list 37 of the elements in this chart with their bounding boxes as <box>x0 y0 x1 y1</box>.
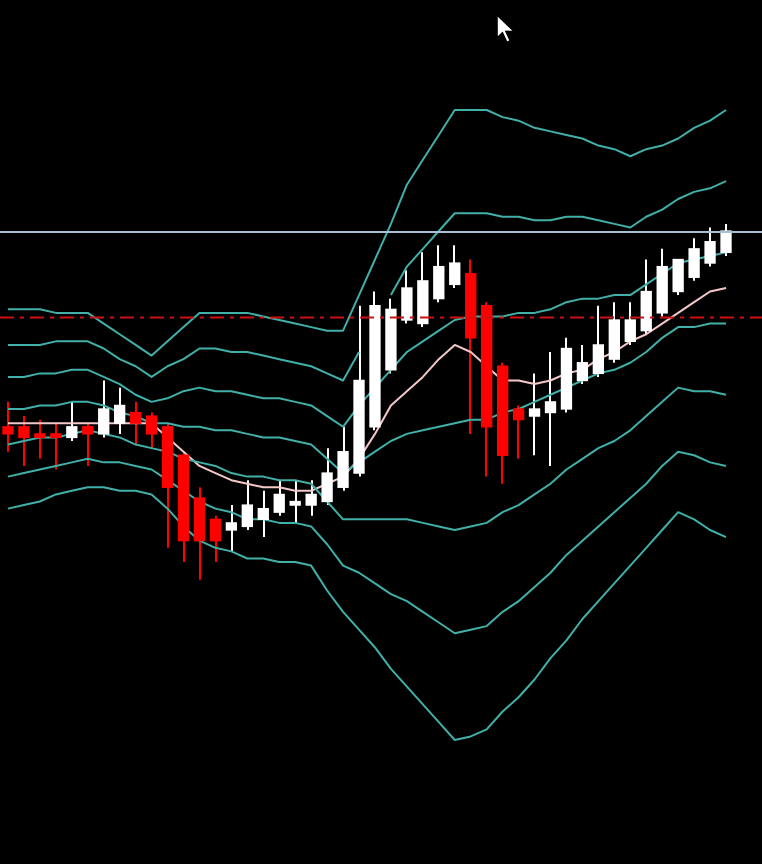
candlestick <box>18 415 30 467</box>
candlestick <box>592 304 605 378</box>
candlestick <box>289 479 301 524</box>
candlestick <box>512 404 525 460</box>
candlestick <box>82 422 94 467</box>
candlestick <box>66 400 78 443</box>
candlestick <box>273 479 285 517</box>
candlestick <box>50 422 62 471</box>
candlestick <box>2 400 14 453</box>
candlestick <box>704 226 716 268</box>
candlestick <box>129 400 142 446</box>
candlestick <box>114 386 126 435</box>
candlestick <box>576 343 589 386</box>
candlestick <box>688 237 700 282</box>
candlestick <box>145 411 158 450</box>
candlestick <box>608 301 620 364</box>
candlestick <box>225 504 238 553</box>
candlestick <box>241 479 253 531</box>
candlestick <box>257 489 269 539</box>
candlestick <box>672 258 684 297</box>
candlestick <box>528 372 541 457</box>
candlestick <box>433 244 445 304</box>
candlestick <box>656 247 668 318</box>
candlestick <box>417 251 429 329</box>
candlestick <box>337 425 349 492</box>
candlestick <box>624 301 636 346</box>
candlestick <box>209 514 222 564</box>
candlestick <box>720 222 732 257</box>
candlestick <box>34 418 46 460</box>
candlestick <box>193 486 206 581</box>
candlestick <box>305 479 317 517</box>
candlestick <box>401 269 413 325</box>
candlestick <box>640 258 652 336</box>
candlestick <box>544 351 557 467</box>
candlestick <box>449 244 461 289</box>
candlestick <box>98 379 110 439</box>
candlestick <box>321 447 333 507</box>
